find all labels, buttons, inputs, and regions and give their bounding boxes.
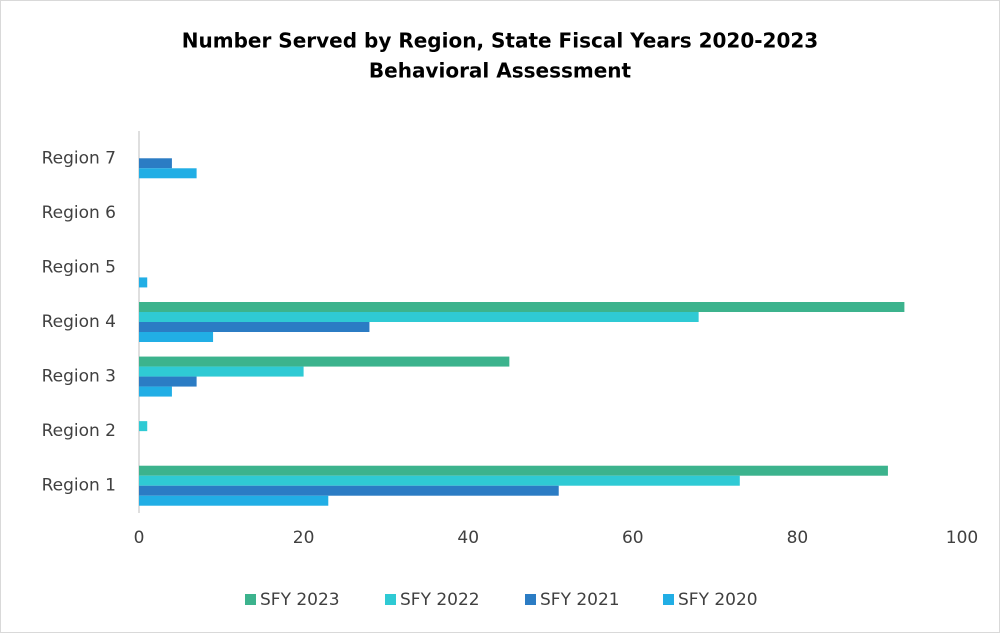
legend-label: SFY 2023	[260, 590, 340, 610]
bar	[139, 465, 888, 476]
y-tick-label: Region 4	[42, 312, 116, 332]
y-tick-label: Region 6	[42, 203, 116, 223]
y-tick-label: Region 1	[42, 476, 116, 496]
legend-label: SFY 2020	[678, 590, 758, 610]
bar	[139, 158, 172, 169]
x-tick-label: 0	[134, 528, 145, 548]
x-tick-label: 80	[787, 528, 809, 548]
y-tick-label: Region 2	[42, 421, 116, 441]
y-tick-label: Region 7	[42, 148, 116, 168]
bar	[139, 376, 197, 387]
bar	[139, 277, 148, 288]
chart-title: Number Served by Region, State Fiscal Ye…	[182, 29, 818, 53]
bar	[139, 366, 304, 377]
chart-subtitle: Behavioral Assessment	[369, 59, 632, 83]
legend-label: SFY 2022	[400, 590, 480, 610]
x-tick-label: 20	[293, 528, 315, 548]
bar	[139, 475, 740, 486]
legend-label: SFY 2021	[540, 590, 620, 610]
bar	[139, 495, 329, 506]
y-tick-label: Region 3	[42, 367, 116, 387]
bar	[139, 386, 172, 397]
x-tick-label: 100	[946, 528, 978, 548]
y-tick-label: Region 5	[42, 257, 116, 277]
bar	[139, 168, 197, 179]
bar	[139, 322, 370, 332]
x-tick-label: 40	[457, 528, 479, 548]
legend-swatch	[385, 594, 396, 605]
legend-swatch	[663, 594, 674, 605]
bar	[139, 312, 699, 322]
bar	[139, 485, 559, 496]
legend-swatch	[525, 594, 536, 605]
bar	[139, 332, 214, 342]
x-tick-label: 60	[622, 528, 644, 548]
bar	[139, 356, 510, 367]
bar	[139, 302, 905, 312]
bar	[139, 421, 148, 432]
legend-swatch	[245, 594, 256, 605]
